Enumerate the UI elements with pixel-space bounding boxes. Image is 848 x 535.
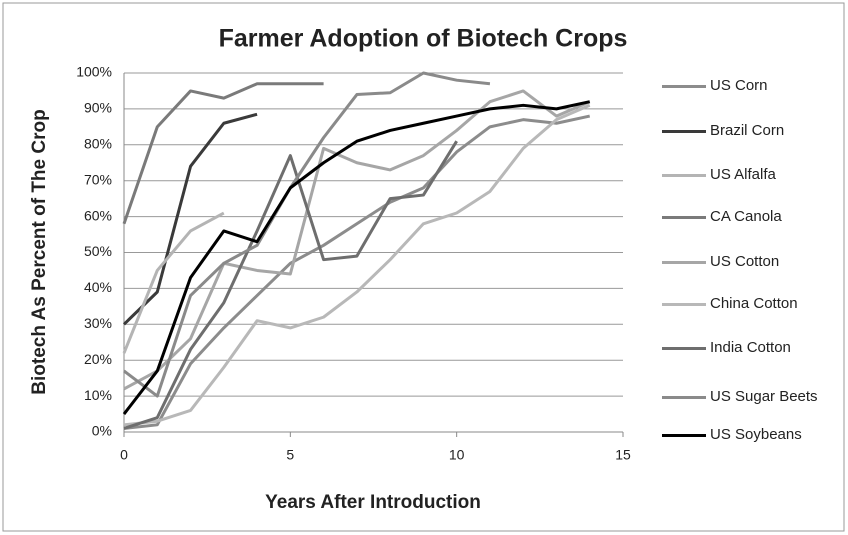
legend-entry: US Sugar Beets: [662, 387, 820, 407]
legend-swatch: [662, 129, 706, 133]
legend-swatch: [662, 346, 706, 350]
y-tick-label: 50%: [84, 243, 112, 259]
legend-swatch: [662, 215, 706, 219]
x-tick-label: 5: [286, 447, 294, 463]
legend-swatch: [662, 260, 706, 264]
y-tick-label: 70%: [84, 171, 112, 187]
series-line: [123, 89, 591, 391]
y-tick-label: 90%: [84, 100, 112, 116]
legend-swatch: [662, 173, 706, 177]
x-tick-label: 0: [120, 447, 128, 463]
legend-label: US Corn: [710, 77, 768, 94]
y-tick-label: 10%: [84, 387, 112, 403]
chart-title: Farmer Adoption of Biotech Crops: [219, 25, 628, 53]
x-tick-label: 15: [615, 447, 631, 463]
legend-label: China Cotton: [710, 295, 798, 312]
series-line: [123, 103, 591, 427]
legend-swatch: [662, 302, 706, 306]
legend-entry: US Corn: [662, 76, 820, 96]
legend-label: US Alfalfa: [710, 166, 776, 183]
series-line: [122, 211, 225, 354]
x-axis-title: Years After Introduction: [265, 492, 481, 513]
legend-label: US Soybeans: [710, 426, 802, 443]
legend-entry: US Alfalfa: [662, 165, 820, 185]
legend-label: CA Canola: [710, 208, 782, 225]
series-line: [122, 100, 591, 415]
y-tick-label: 0%: [92, 423, 112, 439]
legend-swatch: [662, 433, 706, 437]
legend-swatch: [662, 395, 706, 399]
legend-label: US Cotton: [710, 253, 780, 270]
y-tick-label: 100%: [76, 64, 112, 80]
legend-label: Brazil Corn: [710, 122, 785, 139]
series-line: [122, 82, 324, 225]
y-axis-title: Biotech As Percent of The Crop: [29, 109, 50, 394]
legend-entry: CA Canola: [662, 207, 820, 227]
legend-entry: China Cotton: [662, 294, 820, 314]
y-tick-label: 30%: [84, 315, 112, 331]
legend-entry: US Cotton: [662, 252, 820, 272]
y-tick-label: 40%: [84, 279, 112, 295]
legend-label: India Cotton: [710, 339, 791, 356]
legend-swatch: [662, 84, 706, 88]
legend-entry: India Cotton: [662, 338, 820, 358]
legend-entry: US Soybeans: [662, 425, 820, 445]
y-tick-label: 60%: [84, 207, 112, 223]
y-tick-label: 80%: [84, 136, 112, 152]
legend-entry: Brazil Corn: [662, 121, 820, 141]
series-line: [123, 140, 458, 430]
y-tick-label: 20%: [84, 351, 112, 367]
x-tick-label: 10: [449, 447, 465, 463]
series-line: [123, 114, 591, 430]
series-line: [123, 71, 491, 398]
series-line: [122, 112, 258, 326]
legend-label: US Sugar Beets: [710, 388, 818, 405]
